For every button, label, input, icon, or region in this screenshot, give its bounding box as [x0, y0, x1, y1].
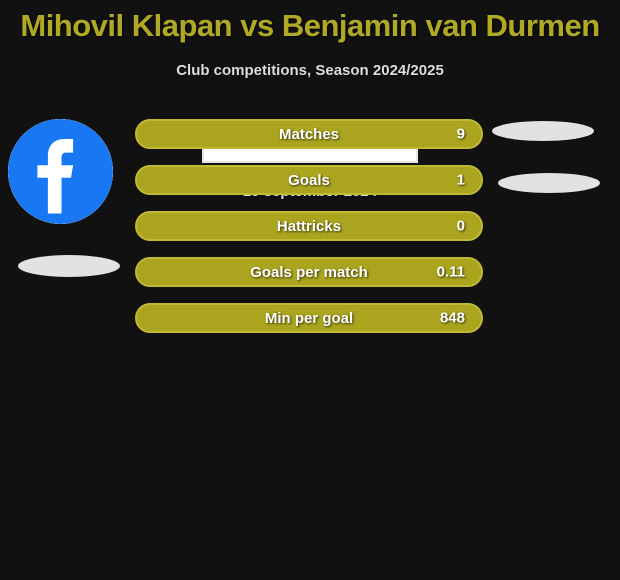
player-right-ellipse-2	[498, 173, 600, 193]
stat-value: 1	[457, 172, 465, 189]
stat-row: Goals per match 0.11	[135, 257, 483, 287]
player-right-ellipse-1	[492, 121, 594, 141]
player-left-ellipse	[18, 255, 120, 277]
avatar	[8, 119, 113, 224]
facebook-icon	[8, 119, 113, 224]
stat-row: Goals 1	[135, 165, 483, 195]
stat-label: Goals per match	[250, 264, 368, 281]
stat-label: Matches	[279, 126, 339, 143]
stat-value: 9	[457, 126, 465, 143]
stat-label: Hattricks	[277, 218, 341, 235]
stat-value: 848	[440, 310, 465, 327]
stat-label: Min per goal	[265, 310, 353, 327]
stat-value: 0.11	[437, 264, 465, 281]
subtitle: Club competitions, Season 2024/2025	[0, 62, 620, 79]
page-title: Mihovil Klapan vs Benjamin van Durmen	[0, 0, 620, 44]
stat-row: Min per goal 848	[135, 303, 483, 333]
stats-list: Matches 9 Goals 1 Hattricks 0 Goals per …	[135, 119, 483, 349]
stat-row: Hattricks 0	[135, 211, 483, 241]
stat-value: 0	[457, 218, 465, 235]
stat-label: Goals	[288, 172, 330, 189]
content-area: Matches 9 Goals 1 Hattricks 0 Goals per …	[0, 119, 620, 459]
stat-row: Matches 9	[135, 119, 483, 149]
